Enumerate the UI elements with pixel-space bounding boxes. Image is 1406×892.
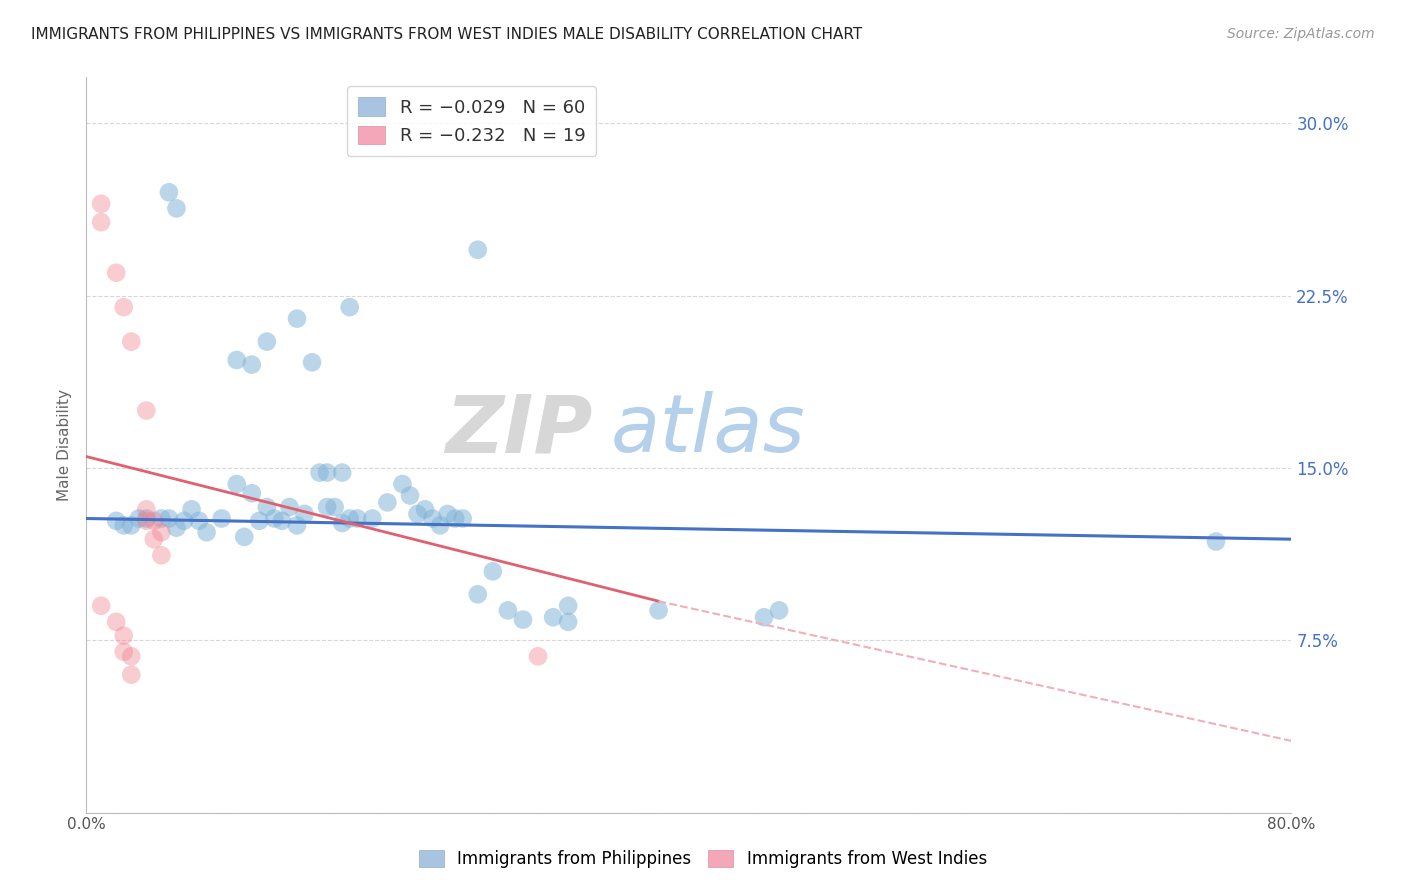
Point xyxy=(173,514,195,528)
Legend: R = −0.029   N = 60, R = −0.232   N = 19: R = −0.029 N = 60, R = −0.232 N = 19 xyxy=(347,87,596,156)
Point xyxy=(90,215,112,229)
Text: Source: ZipAtlas.com: Source: ZipAtlas.com xyxy=(1227,27,1375,41)
Point xyxy=(157,511,180,525)
Point xyxy=(512,613,534,627)
Point xyxy=(467,587,489,601)
Point xyxy=(271,514,294,528)
Point xyxy=(233,530,256,544)
Point xyxy=(150,511,173,525)
Point xyxy=(308,466,330,480)
Point xyxy=(301,355,323,369)
Point xyxy=(263,511,285,525)
Point xyxy=(195,525,218,540)
Point xyxy=(496,603,519,617)
Point xyxy=(120,518,142,533)
Point xyxy=(112,300,135,314)
Point xyxy=(128,511,150,525)
Point xyxy=(90,599,112,613)
Point xyxy=(285,311,308,326)
Point xyxy=(142,532,165,546)
Point xyxy=(467,243,489,257)
Point xyxy=(150,548,173,562)
Point xyxy=(278,500,301,514)
Point xyxy=(361,511,384,525)
Point xyxy=(112,629,135,643)
Point xyxy=(406,507,429,521)
Point xyxy=(451,511,474,525)
Point xyxy=(752,610,775,624)
Point xyxy=(166,521,188,535)
Point xyxy=(377,495,399,509)
Point xyxy=(444,511,467,525)
Text: IMMIGRANTS FROM PHILIPPINES VS IMMIGRANTS FROM WEST INDIES MALE DISABILITY CORRE: IMMIGRANTS FROM PHILIPPINES VS IMMIGRANT… xyxy=(31,27,862,42)
Point xyxy=(240,486,263,500)
Point xyxy=(429,518,451,533)
Point xyxy=(166,202,188,216)
Point xyxy=(105,266,128,280)
Point xyxy=(120,334,142,349)
Point xyxy=(105,615,128,629)
Point xyxy=(339,511,361,525)
Point xyxy=(323,500,346,514)
Point xyxy=(316,500,339,514)
Point xyxy=(112,645,135,659)
Point xyxy=(90,196,112,211)
Point xyxy=(256,500,278,514)
Point xyxy=(413,502,436,516)
Point xyxy=(120,667,142,681)
Point xyxy=(294,507,316,521)
Y-axis label: Male Disability: Male Disability xyxy=(58,389,72,501)
Point xyxy=(557,599,579,613)
Point xyxy=(180,502,202,516)
Point xyxy=(768,603,790,617)
Point xyxy=(240,358,263,372)
Point xyxy=(135,403,157,417)
Point xyxy=(1205,534,1227,549)
Point xyxy=(142,514,165,528)
Point xyxy=(647,603,669,617)
Point xyxy=(135,511,157,525)
Point xyxy=(120,649,142,664)
Legend: Immigrants from Philippines, Immigrants from West Indies: Immigrants from Philippines, Immigrants … xyxy=(412,843,994,875)
Point xyxy=(150,525,173,540)
Point xyxy=(330,516,353,530)
Point xyxy=(391,477,413,491)
Text: atlas: atlas xyxy=(610,392,806,469)
Point xyxy=(285,518,308,533)
Point xyxy=(112,518,135,533)
Point xyxy=(339,300,361,314)
Point xyxy=(105,514,128,528)
Point xyxy=(330,466,353,480)
Point xyxy=(247,514,270,528)
Point xyxy=(188,514,211,528)
Point xyxy=(256,334,278,349)
Point xyxy=(157,186,180,200)
Point xyxy=(399,489,422,503)
Point xyxy=(436,507,458,521)
Point xyxy=(225,477,247,491)
Point xyxy=(557,615,579,629)
Point xyxy=(225,353,247,368)
Point xyxy=(135,514,157,528)
Point xyxy=(482,565,505,579)
Point xyxy=(135,502,157,516)
Point xyxy=(527,649,550,664)
Text: ZIP: ZIP xyxy=(444,392,592,469)
Point xyxy=(211,511,233,525)
Point xyxy=(346,511,368,525)
Point xyxy=(422,511,444,525)
Point xyxy=(541,610,564,624)
Point xyxy=(316,466,339,480)
